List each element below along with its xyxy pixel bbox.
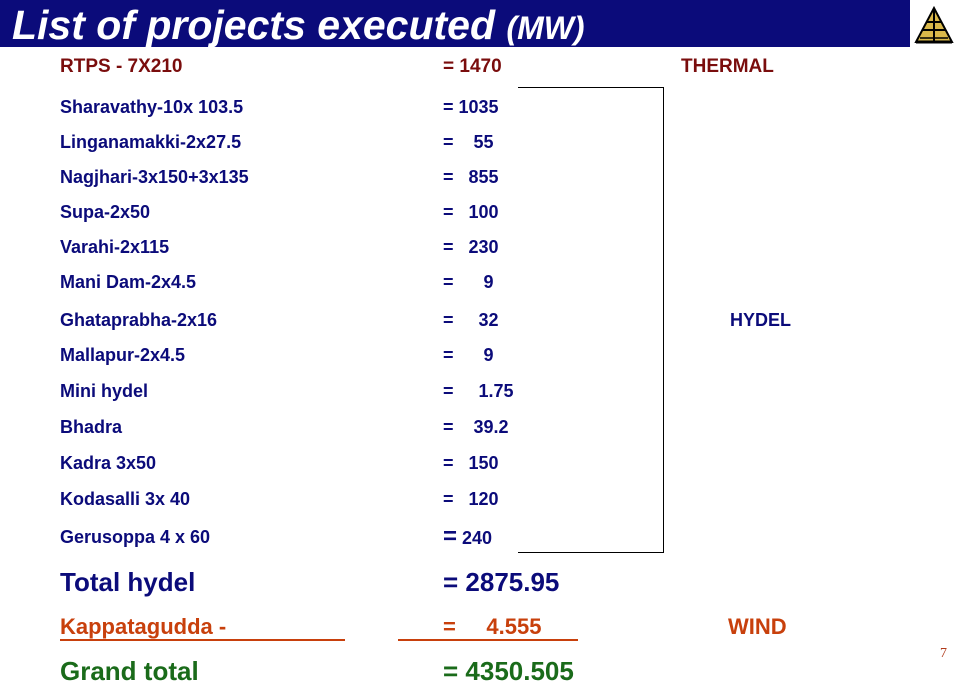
project-name: Gerusoppa 4 x 60 bbox=[60, 527, 211, 547]
wind-name-underline bbox=[60, 639, 345, 641]
project-name: Kadra 3x50 bbox=[60, 453, 157, 473]
grand-total-label: Grand total bbox=[60, 656, 199, 686]
wind-name: Kappatagudda - bbox=[60, 614, 227, 639]
project-value: = 1035 bbox=[443, 97, 499, 117]
project-name: Mallapur-2x4.5 bbox=[60, 345, 186, 365]
page-number: 7 bbox=[940, 646, 947, 661]
project-name: Varahi-2x115 bbox=[60, 237, 170, 257]
project-value: = 1.75 bbox=[443, 381, 514, 401]
project-value: = 9 bbox=[443, 272, 494, 292]
project-name: Sharavathy-10x 103.5 bbox=[60, 97, 244, 117]
project-name: Nagjhari-3x150+3x135 bbox=[60, 167, 249, 187]
project-name: Linganamakki-2x27.5 bbox=[60, 132, 242, 152]
project-name: Mani Dam-2x4.5 bbox=[60, 272, 197, 292]
project-name: Mini hydel bbox=[60, 381, 149, 401]
project-value: = 32 bbox=[443, 310, 499, 330]
project-value: = 855 bbox=[443, 167, 499, 187]
project-name: Supa-2x50 bbox=[60, 202, 151, 222]
project-name: RTPS - 7X210 bbox=[60, 56, 183, 77]
project-value: = 9 bbox=[443, 345, 494, 365]
total-hydel-label: Total hydel bbox=[60, 567, 196, 597]
title-bar bbox=[0, 0, 910, 47]
wind-label: WIND bbox=[728, 614, 787, 639]
tower-logo-icon bbox=[912, 2, 956, 46]
value-number: 240 bbox=[457, 528, 493, 548]
project-value: = 100 bbox=[443, 202, 499, 222]
project-value: = 240 bbox=[443, 523, 492, 551]
hydel-bracket bbox=[518, 87, 664, 553]
thermal-label: THERMAL bbox=[681, 56, 774, 77]
project-value: = 1470 bbox=[443, 56, 502, 77]
project-value: = 150 bbox=[443, 453, 499, 473]
project-value: = 230 bbox=[443, 237, 499, 257]
project-name: Ghataprabha-2x16 bbox=[60, 310, 218, 330]
project-name: Bhadra bbox=[60, 417, 123, 437]
grand-total-value: = 4350.505 bbox=[443, 656, 574, 686]
slide-title: List of projects executed (MW) bbox=[12, 2, 585, 52]
title-unit: (MW) bbox=[506, 10, 585, 46]
total-hydel-value: = 2875.95 bbox=[443, 567, 560, 597]
equals-sign: = bbox=[443, 523, 458, 550]
project-value: = 55 bbox=[443, 132, 494, 152]
wind-value-underline bbox=[398, 639, 578, 641]
project-value: = 39.2 bbox=[443, 417, 509, 437]
project-value: = 120 bbox=[443, 489, 499, 509]
wind-value: = 4.555 bbox=[443, 614, 542, 639]
hydel-label: HYDEL bbox=[730, 310, 792, 330]
project-name: Kodasalli 3x 40 bbox=[60, 489, 191, 509]
title-text: List of projects executed bbox=[12, 2, 507, 48]
